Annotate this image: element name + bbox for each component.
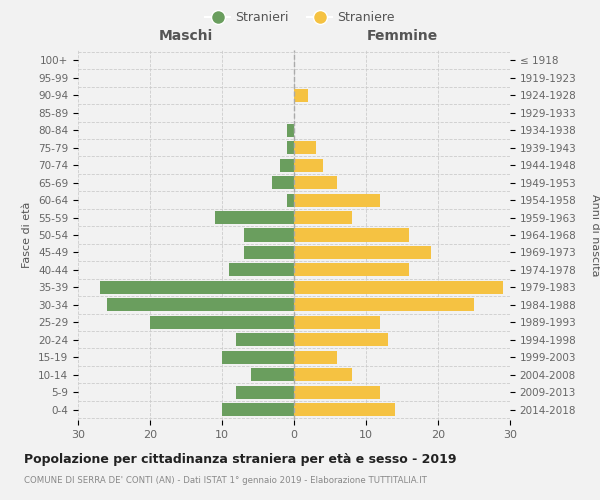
Text: Popolazione per cittadinanza straniera per età e sesso - 2019: Popolazione per cittadinanza straniera p… bbox=[24, 452, 457, 466]
Bar bbox=[287, 194, 294, 206]
Bar bbox=[272, 176, 294, 189]
Text: COMUNE DI SERRA DE' CONTI (AN) - Dati ISTAT 1° gennaio 2019 - Elaborazione TUTTI: COMUNE DI SERRA DE' CONTI (AN) - Dati IS… bbox=[24, 476, 427, 485]
Bar bbox=[222, 350, 294, 364]
Bar bbox=[107, 298, 294, 312]
Bar bbox=[236, 333, 294, 346]
Bar bbox=[229, 264, 294, 276]
Bar bbox=[294, 333, 388, 346]
Bar bbox=[294, 264, 409, 276]
Bar bbox=[244, 246, 294, 259]
Bar bbox=[294, 281, 503, 294]
Text: Femmine: Femmine bbox=[367, 28, 437, 42]
Bar bbox=[294, 316, 380, 329]
Bar bbox=[100, 281, 294, 294]
Bar bbox=[294, 298, 474, 312]
Bar bbox=[294, 158, 323, 172]
Bar bbox=[294, 211, 352, 224]
Bar bbox=[280, 158, 294, 172]
Y-axis label: Anni di nascita: Anni di nascita bbox=[590, 194, 600, 276]
Bar bbox=[294, 368, 352, 381]
Bar bbox=[294, 350, 337, 364]
Y-axis label: Fasce di età: Fasce di età bbox=[22, 202, 32, 268]
Bar bbox=[294, 246, 431, 259]
Bar bbox=[287, 124, 294, 137]
Bar bbox=[294, 141, 316, 154]
Bar bbox=[215, 211, 294, 224]
Bar bbox=[251, 368, 294, 381]
Bar bbox=[294, 403, 395, 416]
Legend: Stranieri, Straniere: Stranieri, Straniere bbox=[200, 6, 400, 29]
Text: Maschi: Maschi bbox=[159, 28, 213, 42]
Bar bbox=[150, 316, 294, 329]
Bar bbox=[294, 89, 308, 102]
Bar bbox=[287, 141, 294, 154]
Bar bbox=[236, 386, 294, 398]
Bar bbox=[294, 176, 337, 189]
Bar bbox=[244, 228, 294, 241]
Bar bbox=[222, 403, 294, 416]
Bar bbox=[294, 194, 380, 206]
Bar bbox=[294, 386, 380, 398]
Bar bbox=[294, 228, 409, 241]
